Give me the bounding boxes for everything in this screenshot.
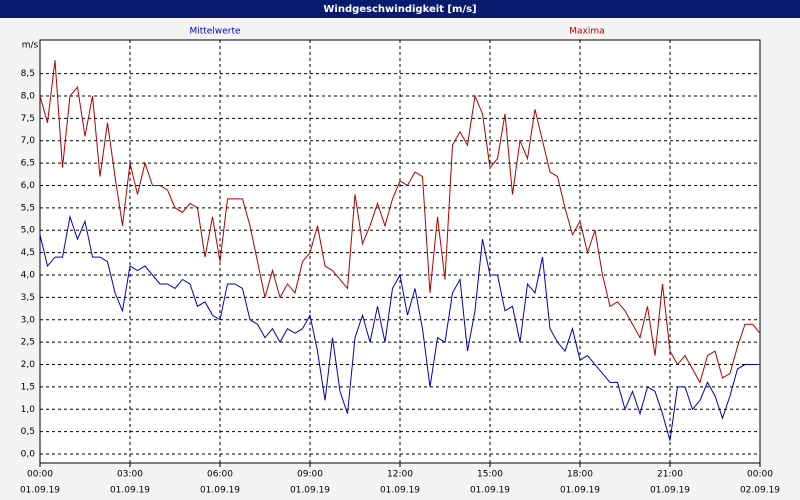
x-tick-date: 01.09.19 [650,486,690,496]
title-bar [0,0,800,18]
y-tick-label: 3,5 [21,293,35,303]
y-tick-label: 7,5 [21,114,35,124]
y-axis-label: m/s [22,41,39,51]
x-tick-date: 02.09.19 [740,486,780,496]
x-tick-date: 01.09.19 [380,486,420,496]
x-tick-label: 03:00 [117,470,143,480]
y-tick-label: 6,5 [21,159,35,169]
x-tick-date: 01.09.19 [20,486,60,496]
x-tick-label: 00:00 [747,470,773,480]
y-tick-label: 7,0 [21,136,36,146]
x-tick-date: 01.09.19 [470,486,510,496]
legend-label: Maxima [569,27,604,37]
x-tick-date: 01.09.19 [560,486,600,496]
x-tick-label: 12:00 [387,470,413,480]
y-tick-label: 1,5 [21,382,35,392]
data-line [39,214,760,441]
x-tick-date: 01.09.19 [110,486,150,496]
y-tick-label: 0,5 [21,427,35,437]
x-tick-label: 21:00 [657,470,683,480]
y-tick-label: 6,0 [21,181,36,191]
x-tick-label: 06:00 [207,470,233,480]
y-tick-label: 4,5 [21,248,35,258]
x-tick-date: 01.09.19 [200,486,240,496]
x-tick-label: 18:00 [567,470,593,480]
chart-title: Windgeschwindigkeit [m/s] [323,4,476,15]
y-tick-label: 5,5 [21,203,35,213]
y-tick-label: 0,0 [21,450,36,460]
y-tick-label: 1,0 [21,405,36,415]
x-tick-label: 15:00 [477,470,503,480]
y-tick-label: 8,0 [21,91,36,101]
x-tick-label: 00:00 [27,470,53,480]
data-line [39,60,761,384]
y-tick-label: 8,5 [21,69,35,79]
y-tick-label: 2,0 [21,360,36,370]
x-tick-date: 01.09.19 [290,486,330,496]
legend-label: Mittelwerte [189,27,240,37]
y-tick-label: 4,0 [21,271,36,281]
y-tick-label: 5,0 [21,226,36,236]
x-tick-label: 09:00 [297,470,323,480]
y-tick-label: 2,5 [21,338,35,348]
y-tick-label: 3,0 [21,315,36,325]
